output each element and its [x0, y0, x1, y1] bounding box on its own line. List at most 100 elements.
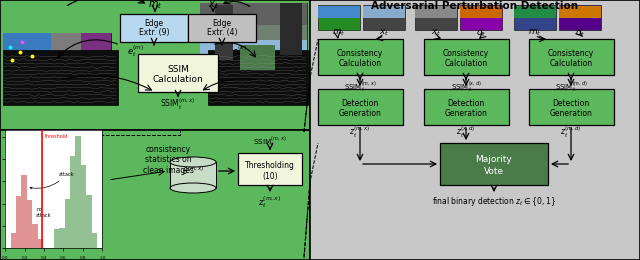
Bar — [0, 0, 310, 130]
Text: Calculation: Calculation — [549, 58, 593, 68]
Bar — [318, 89, 403, 125]
Bar — [138, 54, 218, 92]
Text: Generation: Generation — [445, 108, 488, 118]
Text: $m_t$: $m_t$ — [528, 28, 541, 38]
Text: threshold: threshold — [45, 134, 68, 139]
Bar — [529, 89, 614, 125]
Text: $x_t$: $x_t$ — [379, 28, 389, 38]
Bar — [559, 6, 601, 18]
Bar — [54, 229, 59, 248]
Bar — [200, 40, 307, 70]
Text: Calculation: Calculation — [339, 58, 381, 68]
Text: $x_t$: $x_t$ — [207, 0, 218, 11]
Ellipse shape — [170, 157, 216, 167]
Text: $e_t^{(x)}$: $e_t^{(x)}$ — [232, 43, 248, 59]
Bar — [240, 45, 275, 70]
Text: $x_t$: $x_t$ — [431, 28, 441, 38]
Bar — [10, 233, 16, 248]
Bar — [3, 33, 111, 85]
Bar — [318, 39, 403, 75]
Text: Consistency: Consistency — [337, 49, 383, 57]
Bar — [92, 233, 97, 248]
Bar — [460, 6, 502, 18]
Text: attack: attack — [30, 172, 74, 189]
Text: Detection: Detection — [552, 99, 589, 107]
Bar — [51, 33, 81, 65]
Text: consistency
statistics on
clean images: consistency statistics on clean images — [143, 145, 193, 175]
Text: Adversarial Perturbation Detection: Adversarial Perturbation Detection — [371, 1, 579, 11]
Text: $z_t^{(m,x)}$: $z_t^{(m,x)}$ — [349, 124, 371, 140]
Bar — [238, 153, 302, 185]
Bar — [424, 89, 509, 125]
Text: Edge: Edge — [145, 20, 164, 29]
Text: Thresholding: Thresholding — [245, 161, 295, 171]
Text: $\mathrm{SSIM}_t^{(m,x)}$: $\mathrm{SSIM}_t^{(m,x)}$ — [253, 134, 287, 150]
Bar — [86, 195, 92, 248]
Bar — [514, 6, 556, 18]
Bar — [81, 165, 86, 248]
Bar — [318, 5, 360, 30]
Bar — [170, 162, 216, 188]
Bar — [0, 130, 310, 260]
Text: $\mathrm{SSIM}_t^{(m,d)}$: $\mathrm{SSIM}_t^{(m,d)}$ — [555, 80, 588, 94]
Text: Calculation: Calculation — [444, 58, 488, 68]
Bar — [318, 6, 360, 18]
Bar — [415, 6, 457, 18]
Text: Majority: Majority — [476, 154, 513, 164]
Text: Edge: Edge — [212, 20, 232, 29]
Bar — [38, 239, 43, 248]
Bar — [21, 175, 27, 248]
Bar — [514, 5, 556, 30]
Text: $m_t$: $m_t$ — [148, 0, 162, 11]
Text: Vote: Vote — [484, 166, 504, 176]
Bar — [59, 228, 65, 248]
Bar — [81, 33, 111, 85]
Bar — [424, 39, 509, 75]
Bar — [280, 3, 302, 55]
Bar — [460, 5, 502, 30]
Text: $z_t^{(m,d)}$: $z_t^{(m,d)}$ — [560, 124, 582, 140]
Bar — [415, 5, 457, 30]
Bar — [188, 14, 256, 42]
Bar — [559, 5, 601, 30]
Bar — [208, 50, 308, 105]
Bar — [363, 6, 405, 18]
Text: $z_t^{(x,d)}$: $z_t^{(x,d)}$ — [456, 124, 476, 140]
Bar — [200, 3, 307, 70]
Bar — [200, 25, 307, 45]
Bar — [27, 200, 32, 248]
Text: Detection: Detection — [341, 99, 379, 107]
Text: Calculation: Calculation — [152, 75, 204, 84]
Text: $e_t^{(m)}$: $e_t^{(m)}$ — [127, 43, 145, 59]
Bar — [200, 3, 307, 40]
Bar — [310, 0, 640, 260]
Bar — [363, 5, 405, 30]
Text: final binary detection $z_t \in \{0,1\}$: final binary detection $z_t \in \{0,1\}$ — [432, 194, 556, 207]
Bar — [529, 39, 614, 75]
Bar — [215, 5, 233, 60]
Bar — [16, 196, 21, 248]
Text: $d_t$: $d_t$ — [575, 27, 585, 39]
Text: no
attack: no attack — [36, 207, 52, 218]
Bar — [3, 60, 51, 85]
Text: Generation: Generation — [339, 108, 381, 118]
Text: $z_t^{(m,x)}$: $z_t^{(m,x)}$ — [259, 194, 282, 210]
Bar — [3, 33, 51, 85]
Text: $\mathrm{SSIM}_t^{(m,x)}$: $\mathrm{SSIM}_t^{(m,x)}$ — [160, 96, 196, 112]
Text: $\mathrm{SSIM}_t^{(x,d)}$: $\mathrm{SSIM}_t^{(x,d)}$ — [451, 80, 481, 94]
Ellipse shape — [170, 183, 216, 193]
Bar — [3, 50, 118, 105]
Text: Consistency: Consistency — [548, 49, 594, 57]
Text: (10): (10) — [262, 172, 278, 180]
Text: SSIM: SSIM — [167, 66, 189, 75]
Bar — [32, 224, 38, 248]
Text: Extr. (9): Extr. (9) — [139, 28, 169, 36]
Text: Detection: Detection — [447, 99, 484, 107]
Text: $m_t$: $m_t$ — [332, 28, 346, 38]
Bar — [65, 199, 70, 248]
Text: Consistency: Consistency — [443, 49, 489, 57]
Text: $\mathrm{SSIM}_t^{(m,x)}$: $\mathrm{SSIM}_t^{(m,x)}$ — [344, 80, 376, 94]
Bar — [120, 14, 188, 42]
Bar — [70, 156, 76, 248]
Text: $d_t$: $d_t$ — [476, 27, 486, 39]
